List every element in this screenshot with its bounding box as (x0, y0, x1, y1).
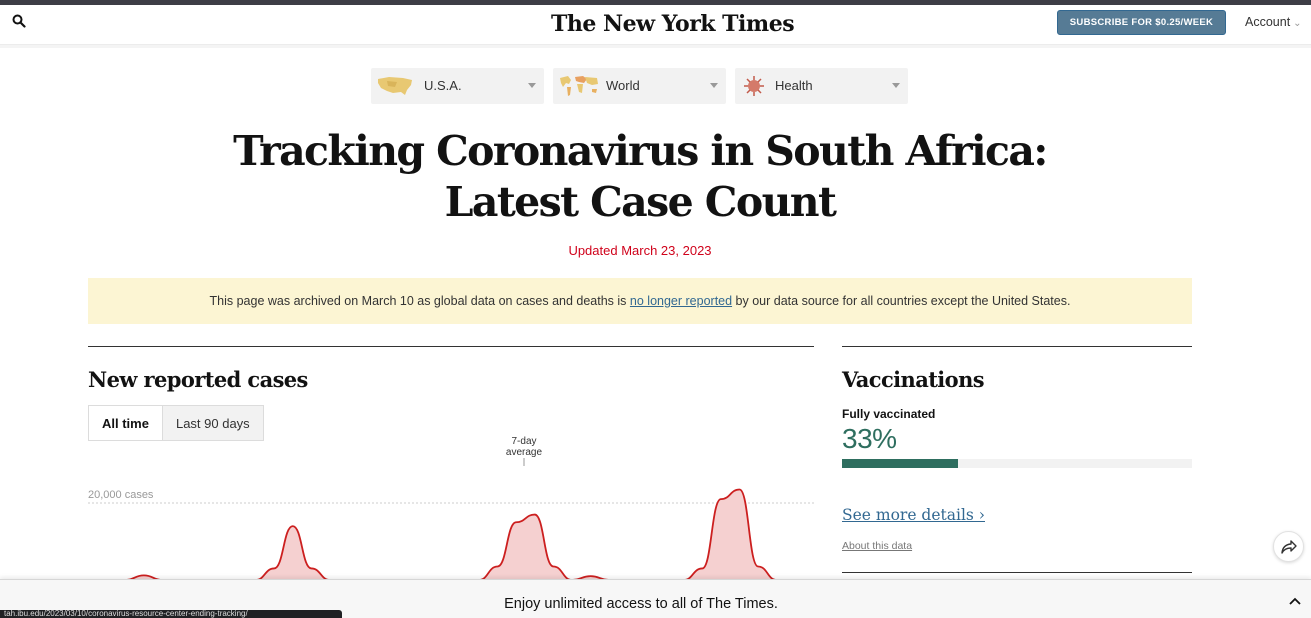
chevron-down-icon: ⌄ (1293, 18, 1302, 29)
no-longer-reported-link[interactable]: no longer reported (629, 294, 733, 308)
page-title: Tracking Coronavirus in South Africa: La… (0, 126, 1280, 228)
browser-top-strip (0, 0, 1311, 5)
subscription-prompt-text: Enjoy unlimited access to all of The Tim… (504, 596, 778, 612)
page-title-line-1: Tracking Coronavirus in South Africa: (233, 127, 1048, 175)
cases-chart: 7-day average 20,000 cases (88, 436, 814, 580)
page-title-line-2: Latest Case Count (444, 178, 837, 226)
search-icon[interactable] (12, 14, 30, 32)
caret-down-icon (710, 83, 718, 88)
last-90-days-tab[interactable]: Last 90 days (161, 406, 263, 440)
about-this-data-link[interactable]: About this data (842, 540, 913, 552)
usa-dropdown-label: U.S.A. (424, 78, 462, 93)
vaccinations-title: Vaccinations (842, 367, 985, 392)
cases-line (88, 488, 814, 580)
masthead-divider (0, 45, 1311, 48)
time-range-toggle: All time Last 90 days (88, 405, 264, 441)
archive-notice-banner: This page was archived on March 10 as gl… (88, 278, 1192, 324)
world-map-icon (557, 73, 601, 104)
cases-area (88, 489, 814, 580)
all-time-tab[interactable]: All time (89, 406, 162, 440)
usa-map-icon (375, 73, 415, 104)
see-more-details-link[interactable]: See more details › (842, 506, 985, 524)
masthead: The New York Times SUBSCRIBE FOR $0.25/W… (0, 5, 1311, 45)
virus-icon (739, 73, 769, 104)
nyt-logo[interactable]: The New York Times (551, 11, 795, 37)
chart-annotation-line-1: 7-day (511, 436, 536, 447)
world-dropdown[interactable]: World (553, 68, 726, 104)
chevron-up-icon[interactable] (1288, 594, 1302, 608)
subscribe-button[interactable]: SUBSCRIBE FOR $0.25/WEEK (1057, 10, 1226, 35)
fully-vaccinated-percent: 33% (842, 423, 897, 454)
chart-gridline-label: 20,000 cases (88, 489, 154, 501)
archive-notice-text-after: by our data source for all countries exc… (732, 294, 1071, 308)
share-icon (1280, 539, 1297, 554)
caret-down-icon (892, 83, 900, 88)
vaccination-progress-fill (842, 459, 958, 468)
section-rule (842, 346, 1192, 347)
usa-dropdown[interactable]: U.S.A. (371, 68, 544, 104)
archive-notice-text: This page was archived on March 10 as gl… (210, 294, 1071, 308)
vaccination-progress-track (842, 459, 1192, 468)
account-label: Account (1245, 15, 1291, 29)
updated-date: Updated March 23, 2023 (568, 243, 712, 258)
section-rule (842, 572, 1192, 573)
health-dropdown[interactable]: Health (735, 68, 908, 104)
share-button[interactable] (1273, 531, 1304, 562)
health-dropdown-label: Health (775, 78, 813, 93)
fully-vaccinated-label: Fully vaccinated (842, 407, 936, 421)
world-dropdown-label: World (606, 78, 640, 93)
caret-down-icon (528, 83, 536, 88)
archive-notice-text-before: This page was archived on March 10 as gl… (209, 294, 630, 308)
status-url-tooltip: tah.ibu.edu/2023/03/10/coronavirus-resou… (0, 610, 342, 618)
cases-section-title: New reported cases (88, 367, 308, 392)
account-menu[interactable]: Account ⌄ (1245, 15, 1302, 29)
section-rule (88, 346, 814, 347)
chart-annotation-line-2: average (506, 447, 543, 458)
